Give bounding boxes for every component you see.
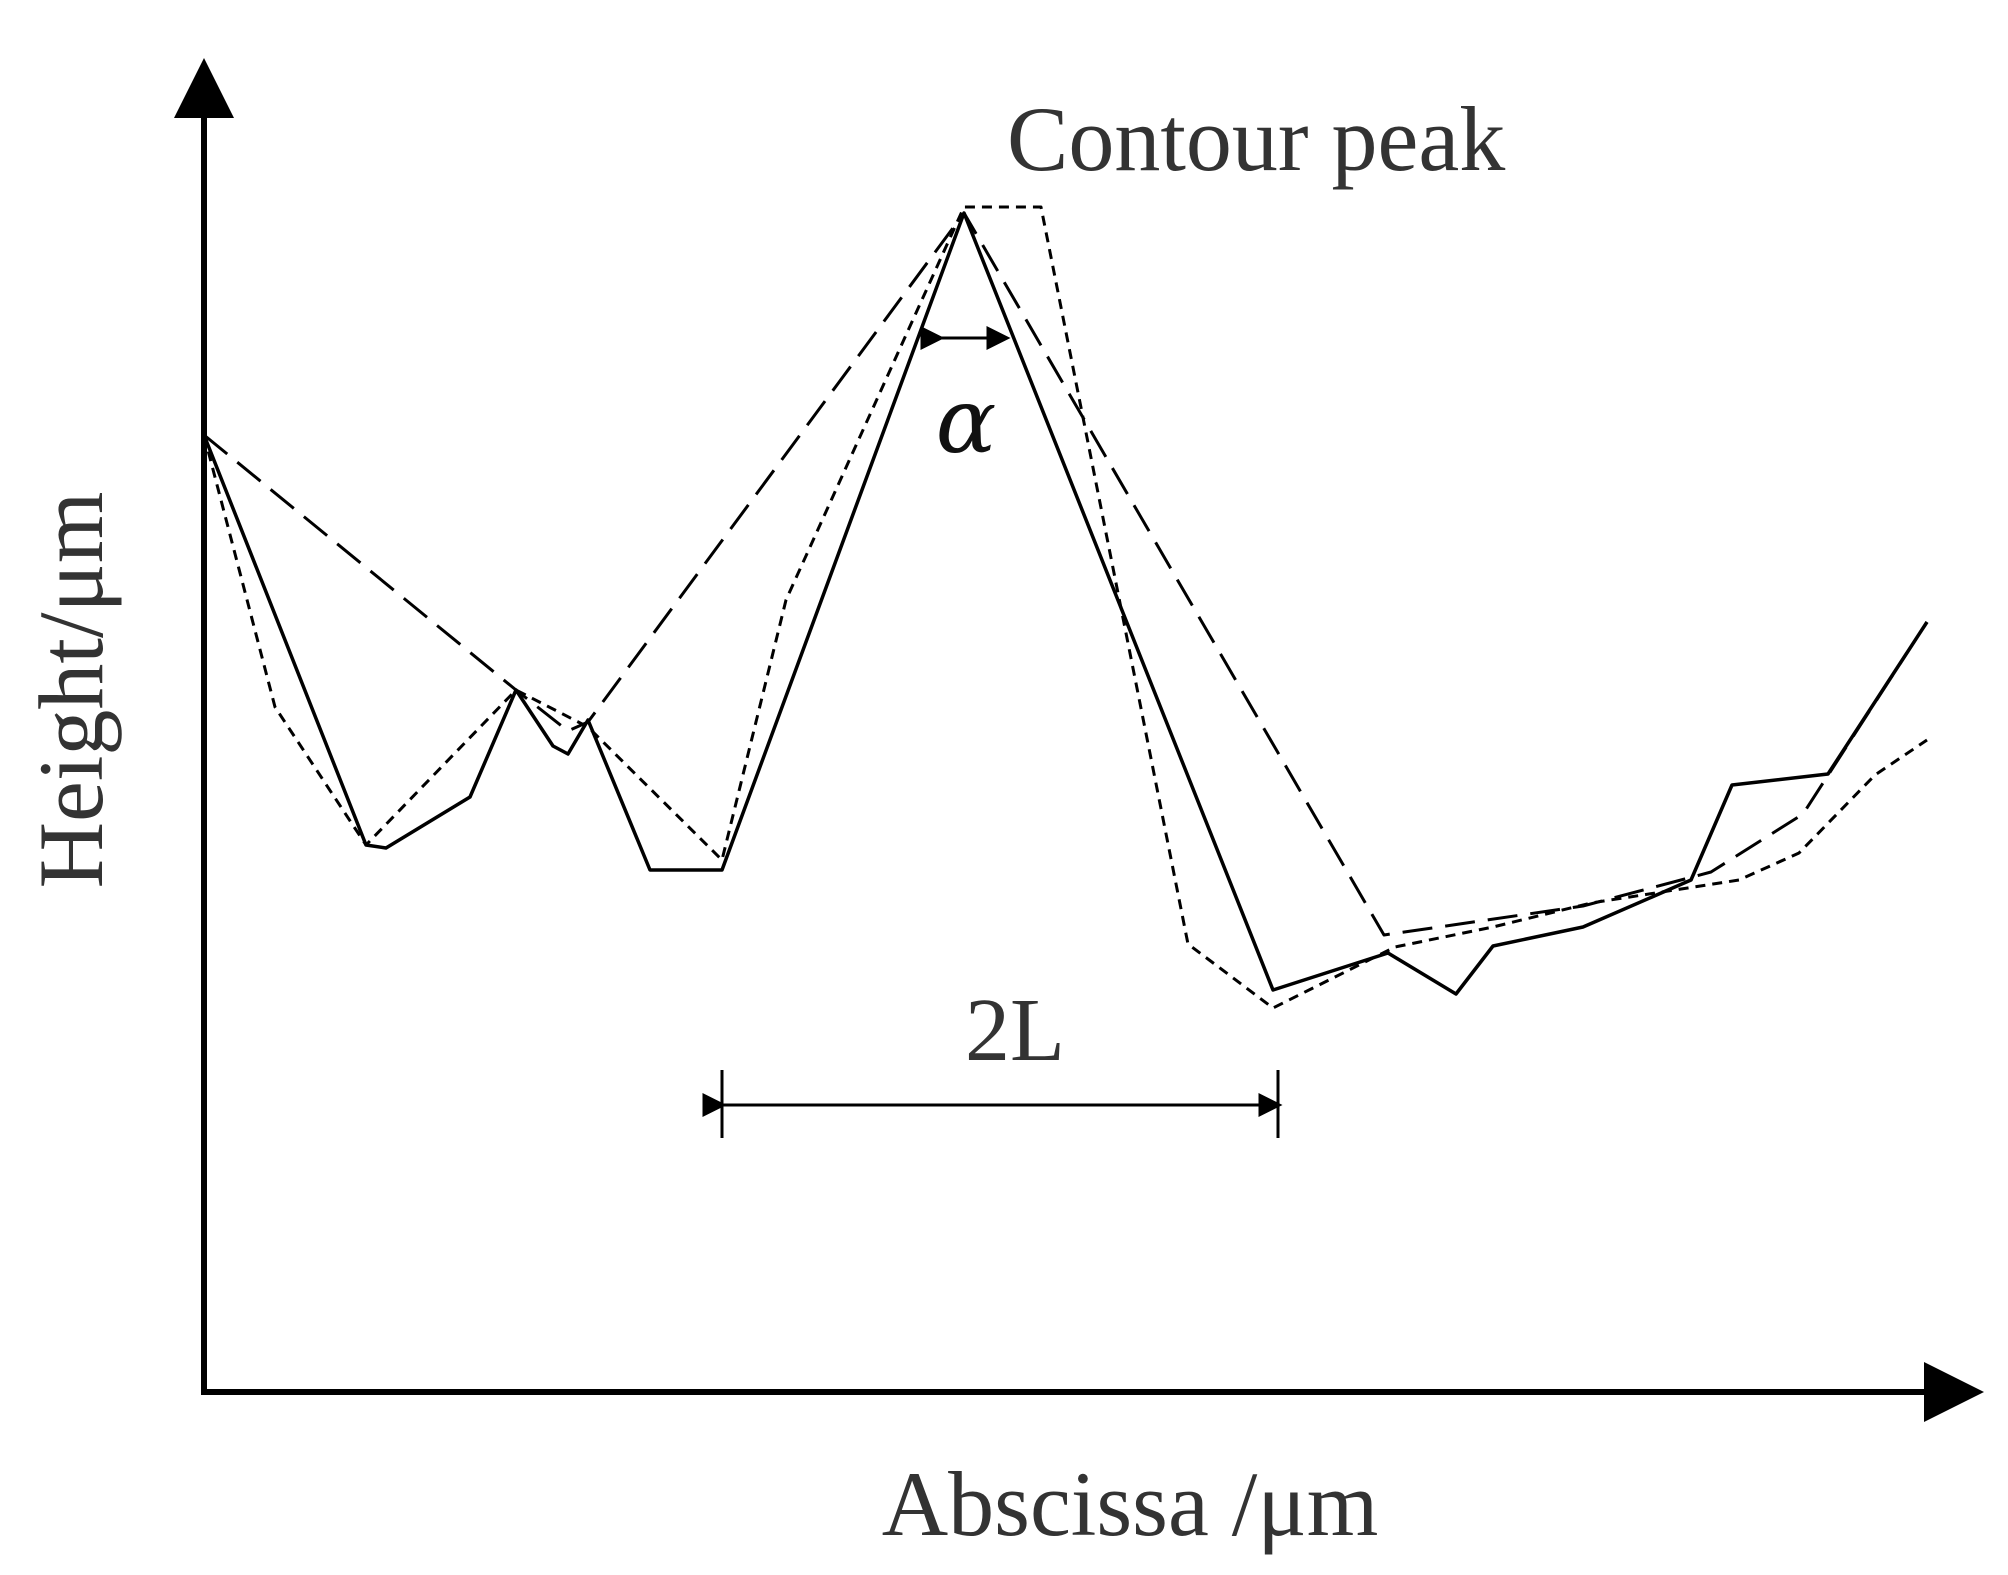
angle-indicator: α <box>920 326 1011 474</box>
angle-alpha-label: α <box>936 369 997 474</box>
span-2l-label: 2L <box>965 981 1065 1080</box>
profile-curves <box>202 205 1929 1010</box>
long-dashed-profile-line <box>203 211 1929 937</box>
short-dashed-profile-line <box>202 205 1928 1010</box>
axes <box>174 58 1984 1422</box>
contour-peak-label: Contour peak <box>1007 88 1505 190</box>
solid-profile-line <box>202 211 1929 996</box>
y-axis-label: Height/μm <box>20 492 122 889</box>
span-indicator: 2L <box>702 981 1283 1138</box>
x-axis-label: Abscissa /μm <box>882 1453 1379 1555</box>
